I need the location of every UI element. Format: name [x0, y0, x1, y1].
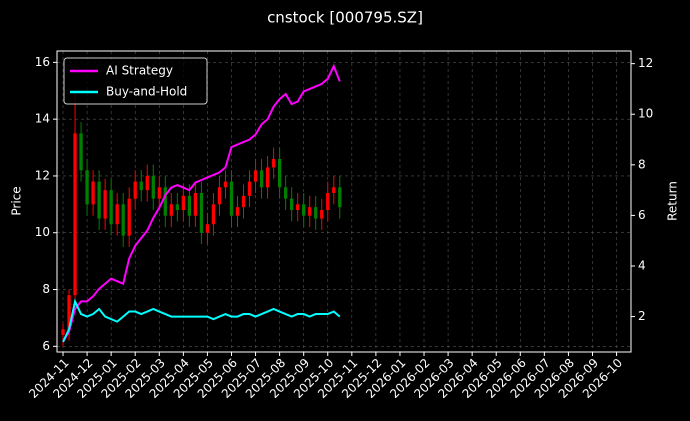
y-axis-label: Price [10, 186, 24, 215]
candle-body [121, 204, 125, 236]
candle-body [73, 133, 77, 296]
candle-body [229, 181, 234, 216]
candle-body [79, 133, 83, 171]
candle-body [271, 158, 276, 168]
candle-body [259, 170, 264, 188]
candle-body [199, 192, 204, 233]
candle-body [326, 192, 330, 211]
candle-body [67, 295, 71, 330]
candle-body [85, 170, 89, 205]
candle-body [277, 158, 282, 188]
y2-tick-label: 12 [638, 56, 653, 70]
y2-tick-label: 6 [638, 208, 646, 222]
candle-body [181, 195, 186, 211]
candle-body [265, 167, 270, 188]
y-tick-label: 8 [42, 282, 50, 296]
legend-box [63, 57, 208, 105]
candle-body [217, 187, 222, 205]
candle-body [109, 190, 113, 225]
y2-tick-label: 2 [638, 309, 646, 323]
candle-body [223, 181, 228, 188]
plot-frame [56, 50, 632, 353]
candle-body [61, 329, 65, 335]
candle-body [151, 175, 155, 199]
candle-body [283, 187, 288, 199]
line-series [62, 63, 341, 343]
candle-body [103, 190, 107, 219]
y2-tick-label: 10 [638, 107, 653, 121]
candle-body [332, 187, 336, 193]
candle-body [308, 207, 312, 216]
y2-axis-label: Return [666, 181, 680, 221]
candle-body [91, 181, 95, 205]
candle-body [193, 192, 198, 216]
legend-label: Buy-and-Hold [106, 85, 187, 99]
candle-body [205, 224, 210, 233]
candle-body [296, 204, 300, 211]
y-tick-label: 16 [35, 55, 50, 69]
candle-body [175, 204, 179, 211]
y2-tick-label: 4 [638, 259, 646, 273]
candle-body [247, 181, 252, 196]
chart-title: cnstock [000795.SZ] [267, 9, 423, 27]
candle-body [157, 187, 161, 199]
candle-body [320, 210, 324, 219]
candle-body [163, 187, 167, 216]
candle-body [139, 181, 143, 191]
candle-body [314, 207, 318, 219]
candle-body [253, 170, 258, 182]
legend-label: AI Strategy [106, 64, 173, 78]
candle-body [115, 204, 119, 225]
candle-body [302, 204, 306, 216]
y-tick-label: 14 [35, 112, 50, 126]
candle-body [145, 175, 149, 191]
y-tick-label: 12 [35, 168, 50, 182]
candle-body [211, 204, 216, 225]
candle-body [127, 198, 131, 236]
candle-body [235, 207, 240, 216]
y2-tick-label: 8 [638, 157, 646, 171]
candle-body [241, 195, 246, 208]
candle-body [289, 198, 294, 211]
candle-body [169, 204, 173, 216]
candle-body [187, 195, 192, 216]
candle-body [133, 181, 137, 199]
line-series [62, 298, 341, 343]
candle-body [338, 187, 342, 208]
candle-body [97, 181, 101, 219]
y-tick-label: 6 [42, 339, 50, 353]
y-tick-label: 10 [35, 225, 50, 239]
